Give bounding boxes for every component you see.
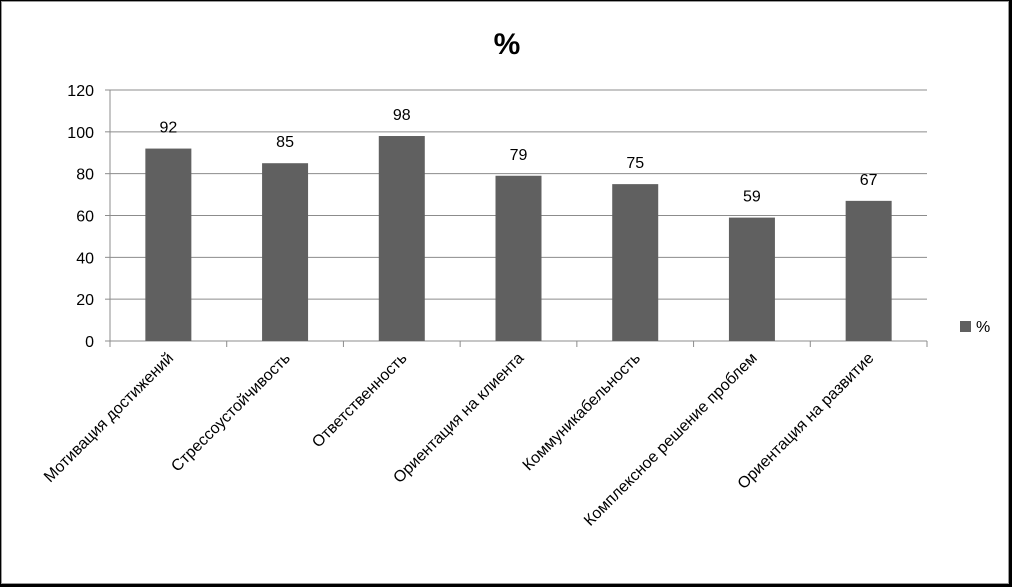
data-label: 79	[510, 147, 528, 164]
legend-label: %	[976, 319, 990, 336]
bar	[845, 200, 892, 341]
bar	[495, 175, 542, 341]
y-tick-label: 40	[76, 250, 94, 267]
category-label: Ориентация на клиента	[390, 350, 527, 487]
data-label: 92	[159, 120, 177, 137]
data-label: 59	[743, 189, 761, 206]
bars	[145, 136, 892, 341]
y-tick-label: 20	[76, 292, 94, 309]
category-label: Ориентация на развитие	[735, 350, 878, 493]
data-label: 85	[276, 134, 294, 151]
bar	[378, 136, 425, 341]
legend: %	[960, 319, 990, 336]
y-tick-label: 60	[76, 209, 94, 226]
category-label: Ответственность	[309, 350, 410, 451]
y-tick-label: 120	[67, 83, 94, 100]
data-label: 75	[626, 155, 644, 172]
bar	[728, 217, 775, 341]
bar	[145, 148, 192, 341]
bar	[262, 163, 309, 341]
y-tick-label: 0	[85, 334, 94, 351]
legend-swatch	[960, 321, 971, 332]
axes: 0 20 40 60 80 100 120	[67, 83, 928, 351]
category-label: Коммуникабельность	[520, 350, 644, 474]
data-labels: 92 85 98 79 75 59 67	[159, 107, 877, 206]
data-label: 98	[393, 107, 411, 124]
data-label: 67	[860, 172, 878, 189]
bar	[612, 184, 659, 341]
category-label: Мотивация достижений	[41, 350, 177, 486]
chart-title: %	[494, 28, 521, 61]
category-label: Стрессоустойчивость	[168, 350, 294, 476]
y-tick-label: 80	[76, 167, 94, 184]
y-tick-label: 100	[67, 125, 94, 142]
